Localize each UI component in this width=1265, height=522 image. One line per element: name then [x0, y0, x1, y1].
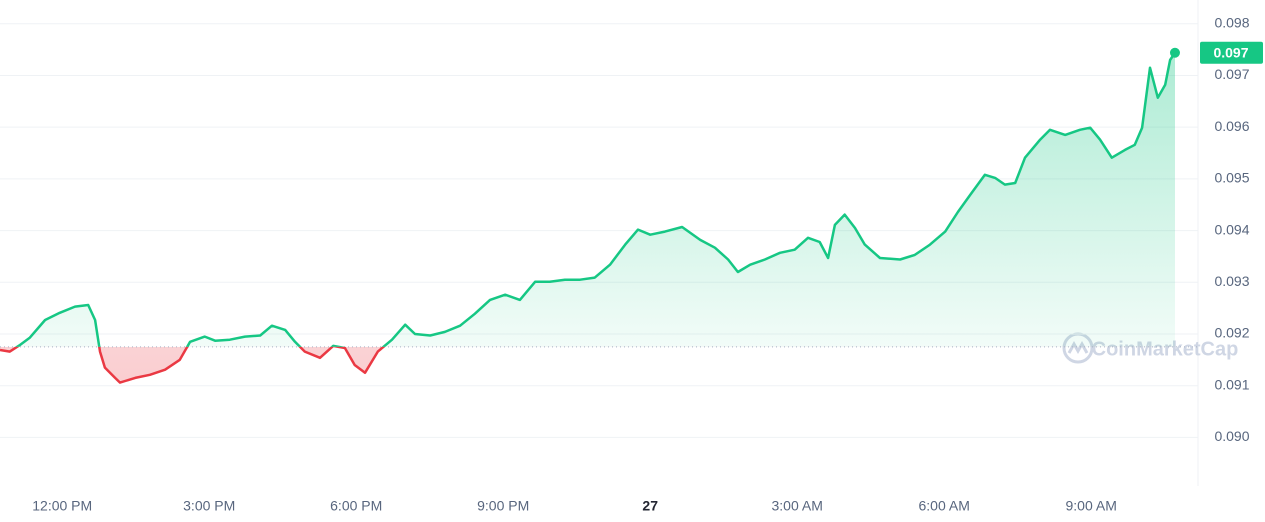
y-tick-label: 0.097 — [1214, 66, 1249, 82]
y-tick-label: 0.091 — [1214, 376, 1249, 392]
price-line-down — [0, 346, 386, 384]
x-tick-label: 6:00 PM — [330, 498, 382, 514]
area-up — [0, 52, 1175, 347]
y-tick-label: 0.092 — [1214, 325, 1249, 341]
y-tick-label: 0.095 — [1214, 170, 1249, 186]
y-tick-label: 0.093 — [1214, 273, 1249, 289]
x-tick-label: 9:00 AM — [1065, 498, 1116, 514]
price-tag — [1200, 41, 1263, 64]
price-tag-label: 0.097 — [1213, 44, 1248, 60]
y-tick-label: 0.094 — [1214, 221, 1249, 237]
y-tick-label: 0.090 — [1214, 428, 1249, 444]
last-point — [1169, 47, 1180, 58]
x-tick-label: 12:00 PM — [32, 498, 92, 514]
price-line-up — [14, 52, 1177, 347]
y-tick-label: 0.098 — [1214, 14, 1249, 30]
x-tick-label: 6:00 AM — [919, 498, 970, 514]
x-tick-label: 3:00 PM — [183, 498, 235, 514]
y-tick-label: 0.096 — [1214, 118, 1249, 134]
x-tick-label: 3:00 AM — [772, 498, 823, 514]
x-tick-label: 9:00 PM — [477, 498, 529, 514]
x-tick-label: 27 — [642, 498, 658, 514]
